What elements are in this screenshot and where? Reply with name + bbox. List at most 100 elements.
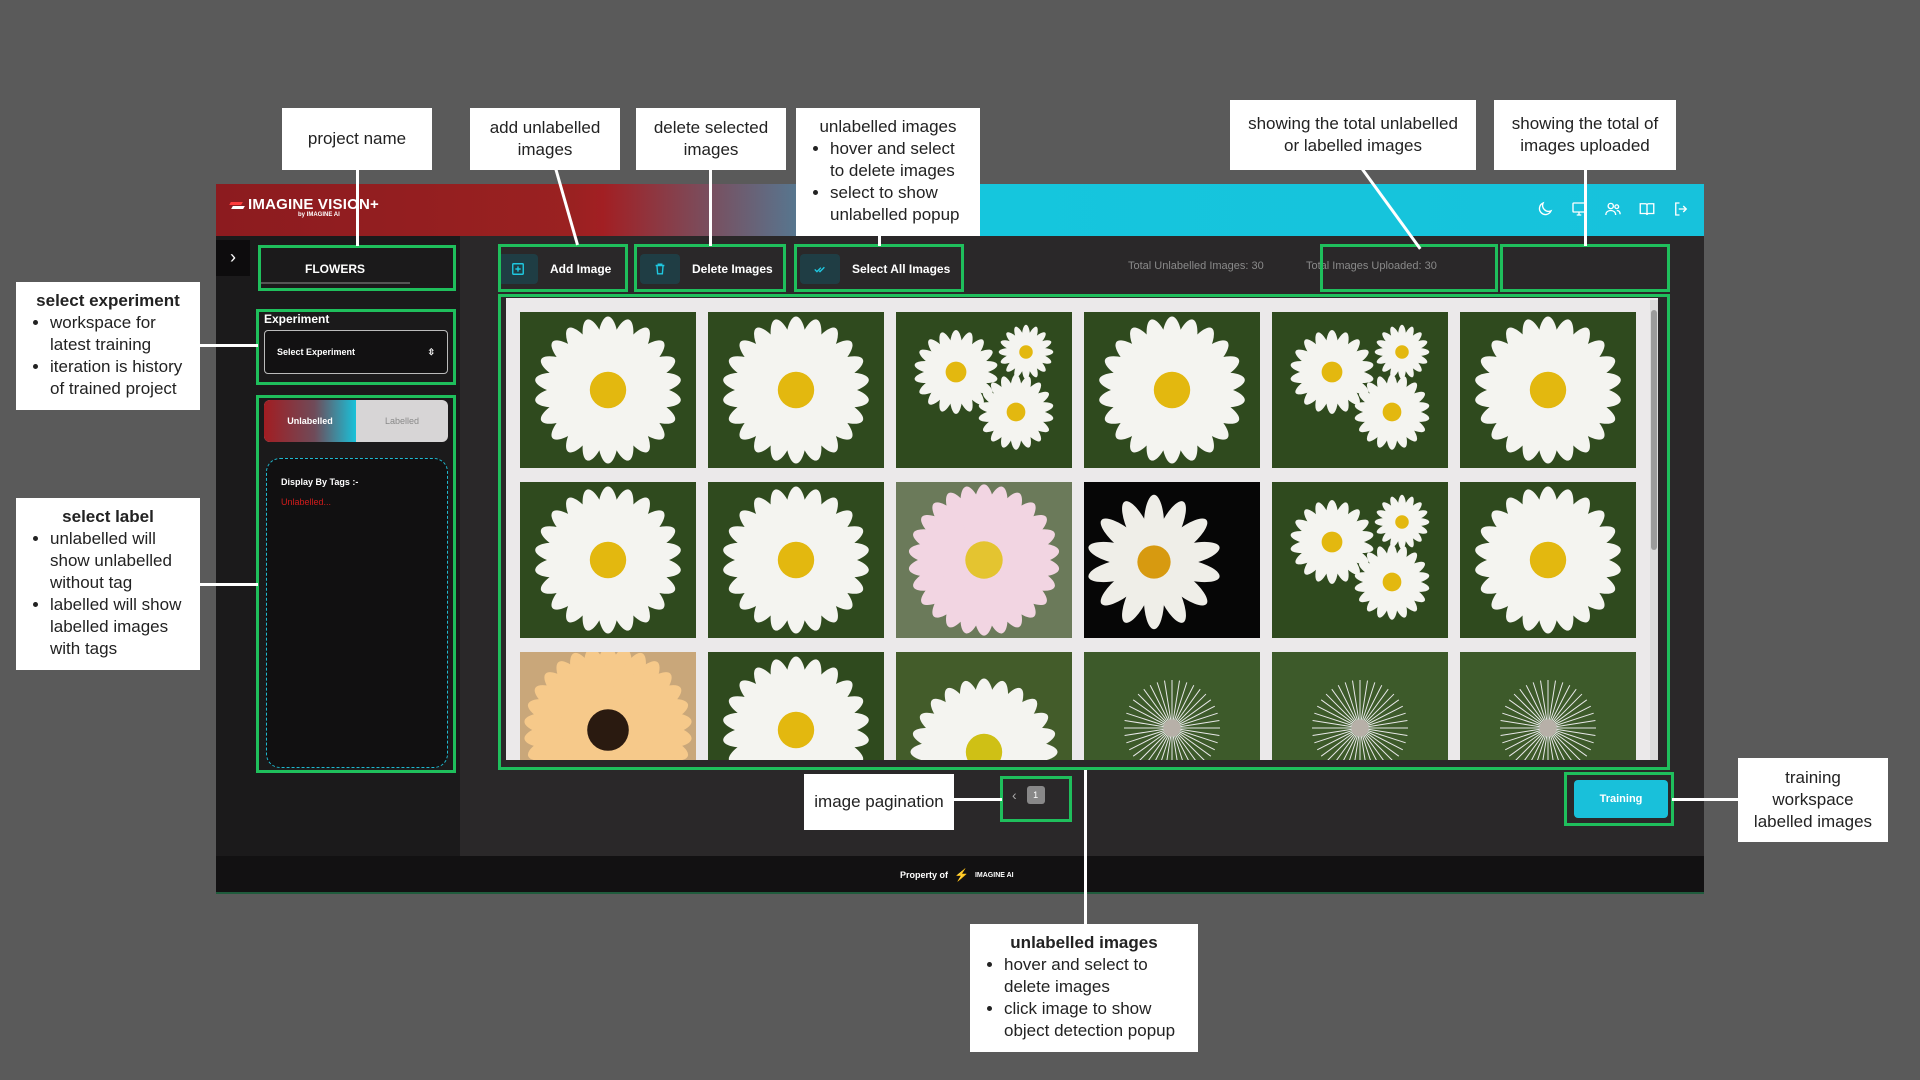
callout-title: select label bbox=[62, 507, 154, 526]
total-uploaded-stat: Total Images Uploaded: 30 bbox=[1306, 260, 1437, 272]
label-toggle: Unlabelled Labelled bbox=[264, 400, 448, 442]
chevron-right-icon[interactable]: › bbox=[216, 240, 250, 276]
footer-text: Property of bbox=[900, 870, 949, 880]
callout-list: unlabelled will show unlabelled without … bbox=[50, 528, 190, 660]
gallery-image[interactable] bbox=[1460, 482, 1636, 638]
gallery-image[interactable] bbox=[1084, 312, 1260, 468]
tag-item-unlabelled[interactable]: Unlabelled... bbox=[281, 497, 332, 507]
connector-line bbox=[952, 798, 1002, 801]
scrollbar-thumb[interactable] bbox=[1651, 310, 1657, 550]
experiment-select[interactable]: Select Experiment ⇳ bbox=[264, 330, 448, 374]
brand-subtitle: by IMAGINE AI bbox=[298, 212, 340, 218]
gallery-image[interactable] bbox=[896, 482, 1072, 638]
callout-training-workspace: training workspace labelled images bbox=[1738, 758, 1888, 842]
prev-page-icon[interactable]: ‹ bbox=[1012, 787, 1017, 803]
connector-line bbox=[1672, 798, 1738, 801]
total-unlabelled-stat: Total Unlabelled Images: 30 bbox=[1128, 260, 1264, 272]
callout-list: hover and select to delete images click … bbox=[1004, 954, 1188, 1042]
callout-item: labelled will show labelled images with … bbox=[50, 594, 190, 660]
highlight-total-unlabelled bbox=[1320, 244, 1498, 292]
moon-icon[interactable] bbox=[1536, 200, 1554, 218]
callout-title: unlabelled images bbox=[819, 117, 957, 136]
gallery-image[interactable] bbox=[520, 312, 696, 468]
callout-item: hover and select to delete images bbox=[830, 138, 970, 182]
tab-labelled[interactable]: Labelled bbox=[384, 416, 420, 426]
highlight-project-name bbox=[258, 245, 456, 291]
brand-mark-icon bbox=[230, 200, 244, 210]
connector-line bbox=[709, 168, 712, 246]
connector-line bbox=[200, 583, 258, 586]
double-check-icon bbox=[800, 254, 840, 284]
callout-title: unlabelled images bbox=[1010, 933, 1158, 952]
image-gallery bbox=[506, 298, 1658, 760]
tab-unlabelled[interactable]: Unlabelled bbox=[264, 400, 356, 442]
callout-project-name: project name bbox=[282, 108, 432, 170]
project-name: FLOWERS bbox=[260, 254, 410, 284]
gallery-image[interactable] bbox=[896, 652, 1072, 760]
gallery-image[interactable] bbox=[708, 312, 884, 468]
gallery-image[interactable] bbox=[1460, 652, 1636, 760]
callout-total-unlabelled: showing the total unlabelled or labelled… bbox=[1230, 100, 1476, 170]
gallery-image[interactable] bbox=[1272, 312, 1448, 468]
callout-select-experiment: select experiment workspace for latest t… bbox=[16, 282, 200, 410]
users-icon[interactable] bbox=[1604, 200, 1622, 218]
callout-add-unlabelled: add unlabelled images bbox=[470, 108, 620, 170]
highlight-delete-images bbox=[634, 244, 786, 292]
highlight-select-all bbox=[794, 244, 964, 292]
select-arrows-icon: ⇳ bbox=[427, 346, 435, 357]
gallery-image[interactable] bbox=[1272, 482, 1448, 638]
page-number[interactable]: 1 bbox=[1026, 786, 1045, 804]
brand-name: IMAGINE VISION+ bbox=[248, 196, 379, 213]
pagination: ‹ 1 bbox=[1012, 786, 1045, 804]
gallery-image[interactable] bbox=[520, 652, 696, 760]
callout-select-label: select label unlabelled will show unlabe… bbox=[16, 498, 200, 670]
gallery-image[interactable] bbox=[896, 312, 1072, 468]
highlight-training bbox=[1564, 772, 1674, 826]
footer-logo-icon: ⚡ bbox=[954, 868, 969, 882]
experiment-select-value: Select Experiment bbox=[277, 347, 356, 357]
connector-line bbox=[200, 344, 258, 347]
highlight-label-panel bbox=[256, 395, 456, 773]
gallery-image[interactable] bbox=[1460, 312, 1636, 468]
highlight-pagination bbox=[1000, 776, 1072, 822]
footer-logo: IMAGINE AI bbox=[974, 871, 1014, 879]
footer: Property of ⚡ IMAGINE AI bbox=[216, 856, 1704, 894]
brand-logo[interactable]: IMAGINE VISION+ bbox=[230, 196, 379, 213]
book-icon[interactable] bbox=[1638, 200, 1656, 218]
gallery-image[interactable] bbox=[708, 652, 884, 760]
callout-item: workspace for latest training bbox=[50, 312, 190, 356]
trash-icon bbox=[640, 254, 680, 284]
gallery-image[interactable] bbox=[1084, 482, 1260, 638]
callout-item: unlabelled will show unlabelled without … bbox=[50, 528, 190, 594]
tags-title: Display By Tags :- bbox=[281, 477, 359, 487]
delete-images-button[interactable]: Delete Images bbox=[640, 254, 773, 284]
gallery-image[interactable] bbox=[1272, 652, 1448, 760]
tags-panel: Display By Tags :- Unlabelled... bbox=[266, 458, 448, 768]
select-all-button[interactable]: Select All Images bbox=[800, 254, 950, 284]
callout-total-uploaded: showing the total of images uploaded bbox=[1494, 100, 1676, 170]
gallery-image[interactable] bbox=[520, 482, 696, 638]
highlight-add-image bbox=[498, 244, 628, 292]
callout-image-pagination: image pagination bbox=[804, 774, 954, 830]
connector-line bbox=[356, 168, 359, 246]
highlight-gallery bbox=[498, 294, 1670, 770]
logout-icon[interactable] bbox=[1672, 200, 1690, 218]
gallery-image[interactable] bbox=[708, 482, 884, 638]
gallery-image[interactable] bbox=[1084, 652, 1260, 760]
add-image-icon bbox=[498, 254, 538, 284]
callout-title: select experiment bbox=[36, 291, 180, 310]
top-icon-bar bbox=[1536, 200, 1690, 218]
add-image-button[interactable]: Add Image bbox=[498, 254, 611, 284]
gallery-scrollbar[interactable] bbox=[1650, 300, 1658, 760]
callout-list: hover and select to delete images select… bbox=[830, 138, 970, 226]
callout-item: click image to show object detection pop… bbox=[1004, 998, 1188, 1042]
callout-delete-selected: delete selected images bbox=[636, 108, 786, 170]
experiment-label: Experiment bbox=[264, 312, 330, 326]
callout-item: hover and select to delete images bbox=[1004, 954, 1188, 998]
highlight-experiment bbox=[256, 309, 456, 385]
connector-line bbox=[1584, 168, 1587, 246]
callout-unlabelled-top: unlabelled images hover and select to de… bbox=[796, 108, 980, 236]
training-button[interactable]: Training bbox=[1574, 780, 1668, 818]
add-image-label: Add Image bbox=[550, 262, 612, 276]
highlight-total-uploaded bbox=[1500, 244, 1670, 292]
